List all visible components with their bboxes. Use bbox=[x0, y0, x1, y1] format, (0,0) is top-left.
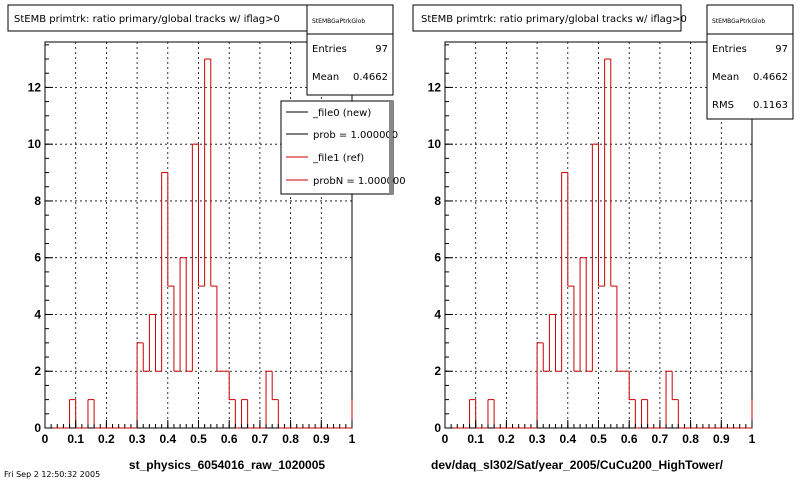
legend-entry-prob: prob = 1.000000 bbox=[313, 130, 398, 141]
x-tick-label: 0.6 bbox=[621, 432, 638, 446]
right-stats-entries-label: Entries bbox=[712, 44, 747, 55]
x-tick-label: 1 bbox=[749, 432, 756, 446]
x-tick-label: 0.9 bbox=[313, 432, 330, 446]
right-x-axis-label: dev/daq_sl302/Sat/year_2005/CuCu200_High… bbox=[431, 458, 724, 472]
legend-entry-file0: _file0 (new) bbox=[312, 108, 371, 119]
left-stats-mean-label: Mean bbox=[312, 72, 339, 83]
x-tick-label: 0.7 bbox=[652, 432, 669, 446]
y-tick-label: 0 bbox=[434, 421, 441, 435]
left-stats-mean-value: 0.4662 bbox=[353, 72, 388, 83]
right-stats-entries-value: 97 bbox=[775, 44, 788, 55]
y-tick-label: 12 bbox=[28, 80, 42, 94]
y-tick-label: 0 bbox=[34, 421, 41, 435]
x-tick-label: 0.8 bbox=[282, 432, 299, 446]
timestamp-footer: Fri Sep 2 12:50:32 2005 bbox=[4, 470, 100, 479]
right-stats-mean-value: 0.4662 bbox=[753, 72, 788, 83]
right-stats-rms-value: 0.1163 bbox=[753, 100, 788, 111]
x-tick-label: 0.4 bbox=[159, 432, 176, 446]
left-x-axis: 0 0.1 0.2 0.3 0.4 0.5 0.6 0.7 0.8 0.9 1 bbox=[42, 420, 356, 446]
x-tick-label: 0.8 bbox=[682, 432, 699, 446]
legend-box bbox=[280, 100, 394, 195]
y-tick-label: 4 bbox=[434, 307, 441, 321]
x-tick-label: 0.3 bbox=[129, 432, 146, 446]
legend-entry-file1: _file1 (ref) bbox=[312, 153, 364, 164]
y-tick-label: 8 bbox=[34, 194, 41, 208]
x-tick-label: 0.3 bbox=[529, 432, 546, 446]
right-y-axis: 0 2 4 6 8 10 12 bbox=[428, 44, 453, 435]
right-title-box bbox=[412, 4, 682, 32]
x-tick-label: 0.9 bbox=[713, 432, 730, 446]
x-tick-label: 0.1 bbox=[467, 432, 484, 446]
x-tick-label: 0.7 bbox=[252, 432, 269, 446]
right-stats-rms-label: RMS bbox=[712, 100, 734, 111]
left-stats-box bbox=[306, 4, 394, 96]
left-stats-name: StEMBGaPtrkGlob bbox=[312, 18, 365, 25]
left-stats-entries-value: 97 bbox=[375, 44, 388, 55]
left-chart-title: StEMB primtrk: ratio primary/global trac… bbox=[14, 14, 280, 25]
x-tick-label: 0.2 bbox=[498, 432, 515, 446]
y-tick-label: 10 bbox=[428, 137, 442, 151]
left-x-axis-label: st_physics_6054016_raw_1020005 bbox=[129, 458, 325, 472]
y-tick-label: 6 bbox=[34, 251, 41, 265]
right-stats-box bbox=[706, 4, 794, 120]
y-tick-label: 10 bbox=[28, 137, 42, 151]
right-chart-title: StEMB primtrk: ratio primary/global trac… bbox=[421, 14, 687, 25]
x-tick-label: 0.4 bbox=[559, 432, 576, 446]
left-title-box bbox=[7, 4, 309, 32]
x-tick-label: 0.6 bbox=[221, 432, 238, 446]
x-tick-label: 0 bbox=[42, 432, 49, 446]
right-histogram-panel: StEMB primtrk: ratio primary/global trac… bbox=[412, 4, 794, 472]
x-tick-label: 0.5 bbox=[590, 432, 607, 446]
right-stats-name: StEMBGaPtrkGlob bbox=[712, 18, 765, 25]
y-tick-label: 2 bbox=[34, 364, 41, 378]
left-grid bbox=[45, 42, 352, 428]
y-tick-label: 8 bbox=[434, 194, 441, 208]
x-tick-label: 0.5 bbox=[190, 432, 207, 446]
left-histogram-panel: StEMB primtrk: ratio primary/global trac… bbox=[7, 4, 406, 472]
right-stats-mean-label: Mean bbox=[712, 72, 739, 83]
right-x-axis: 0 0.1 0.2 0.3 0.4 0.5 0.6 0.7 0.8 0.9 1 bbox=[442, 420, 756, 446]
left-histogram bbox=[45, 58, 353, 429]
left-y-axis: 0 2 4 6 8 10 12 bbox=[28, 44, 53, 435]
y-tick-label: 4 bbox=[34, 307, 41, 321]
left-stats-entries-label: Entries bbox=[312, 44, 347, 55]
x-tick-label: 0.2 bbox=[98, 432, 115, 446]
y-tick-label: 12 bbox=[428, 80, 442, 94]
x-tick-label: 0 bbox=[442, 432, 449, 446]
y-tick-label: 6 bbox=[434, 251, 441, 265]
legend-entry-probn: probN = 1.000000 bbox=[313, 176, 406, 187]
x-tick-label: 1 bbox=[349, 432, 356, 446]
x-tick-label: 0.1 bbox=[67, 432, 84, 446]
y-tick-label: 2 bbox=[434, 364, 441, 378]
